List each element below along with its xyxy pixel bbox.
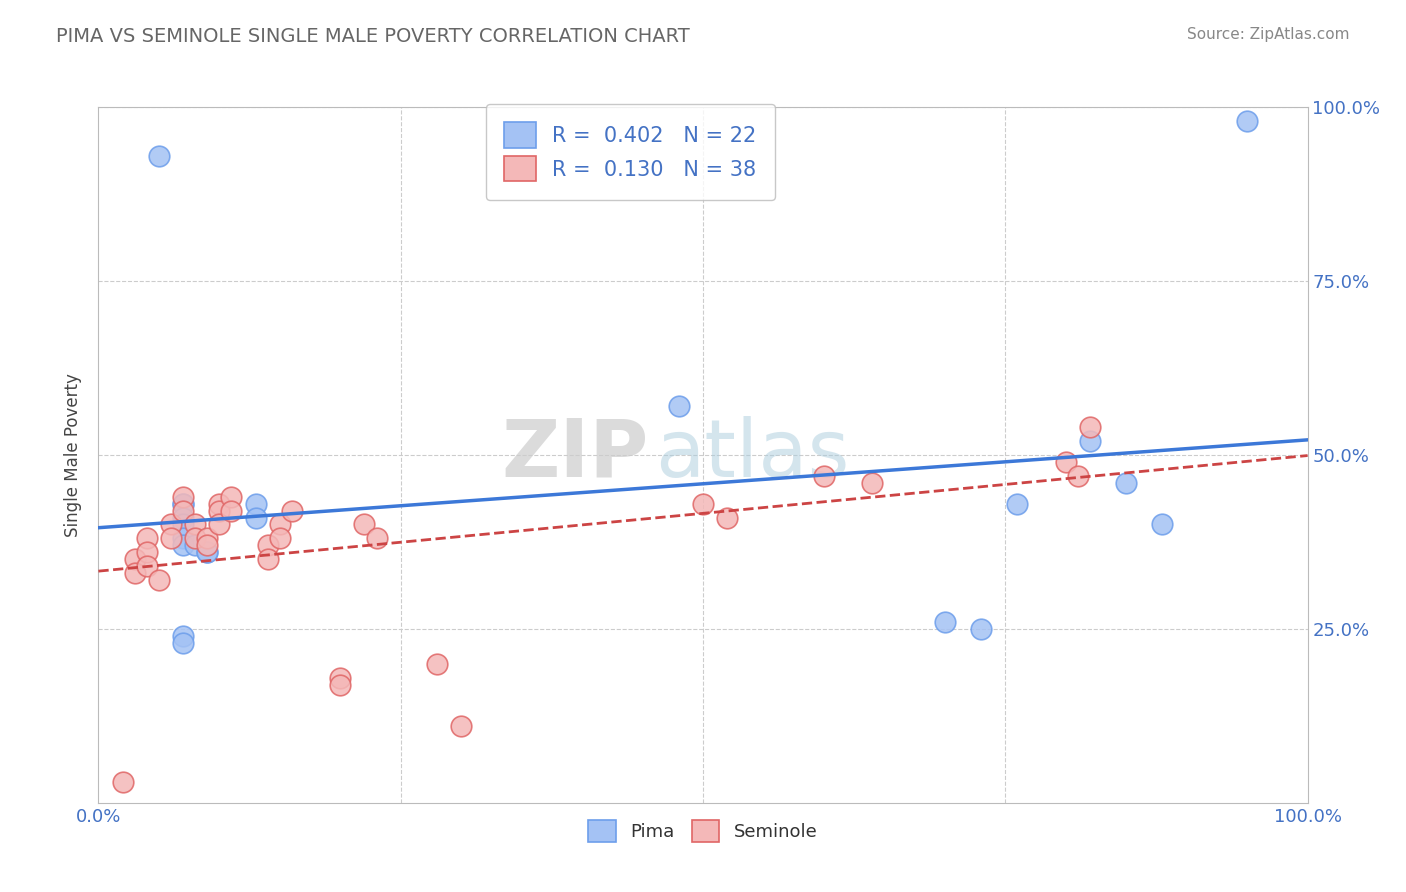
Point [172, 497, 194, 511]
Point [1115, 475, 1137, 490]
Point [256, 538, 278, 552]
Point [148, 149, 170, 163]
Point [172, 517, 194, 532]
Point [450, 719, 472, 733]
Point [124, 552, 146, 566]
Point [716, 510, 738, 524]
Point [160, 532, 183, 546]
Point [195, 538, 218, 552]
Point [934, 615, 956, 629]
Point [668, 399, 690, 413]
Point [135, 532, 157, 546]
Point [245, 497, 267, 511]
Point [1078, 434, 1101, 448]
Point [1236, 114, 1258, 128]
Point [172, 636, 194, 650]
Point [970, 622, 993, 636]
Point [111, 775, 134, 789]
Text: atlas: atlas [655, 416, 849, 494]
Legend: Pima, Seminole: Pima, Seminole [581, 813, 825, 849]
Point [172, 629, 194, 643]
Point [184, 532, 207, 546]
Point [195, 545, 218, 559]
Point [208, 497, 231, 511]
Point [353, 517, 375, 532]
Point [813, 468, 835, 483]
Point [366, 532, 388, 546]
Point [1152, 517, 1174, 532]
Point [1067, 468, 1090, 483]
Point [172, 532, 194, 546]
Y-axis label: Single Male Poverty: Single Male Poverty [65, 373, 83, 537]
Point [269, 532, 291, 546]
Point [208, 517, 231, 532]
Point [172, 497, 194, 511]
Point [860, 475, 883, 490]
Text: PIMA VS SEMINOLE SINGLE MALE POVERTY CORRELATION CHART: PIMA VS SEMINOLE SINGLE MALE POVERTY COR… [56, 27, 690, 45]
Point [160, 517, 183, 532]
Point [281, 503, 304, 517]
Point [221, 490, 243, 504]
Point [172, 538, 194, 552]
Point [256, 552, 278, 566]
Point [208, 503, 231, 517]
Point [135, 559, 157, 574]
Point [184, 517, 207, 532]
Point [135, 545, 157, 559]
Point [172, 510, 194, 524]
Point [172, 503, 194, 517]
Point [692, 497, 714, 511]
Point [245, 510, 267, 524]
Point [184, 538, 207, 552]
Point [195, 545, 218, 559]
Point [195, 532, 218, 546]
Point [148, 573, 170, 587]
Point [221, 503, 243, 517]
Point [172, 490, 194, 504]
Point [1054, 455, 1077, 469]
Text: ZIP: ZIP [502, 416, 648, 494]
Point [1078, 420, 1101, 434]
Point [329, 677, 352, 691]
Point [426, 657, 449, 671]
Text: Source: ZipAtlas.com: Source: ZipAtlas.com [1187, 27, 1350, 42]
Point [269, 517, 291, 532]
Point [124, 566, 146, 581]
Point [329, 671, 352, 685]
Point [1007, 497, 1029, 511]
